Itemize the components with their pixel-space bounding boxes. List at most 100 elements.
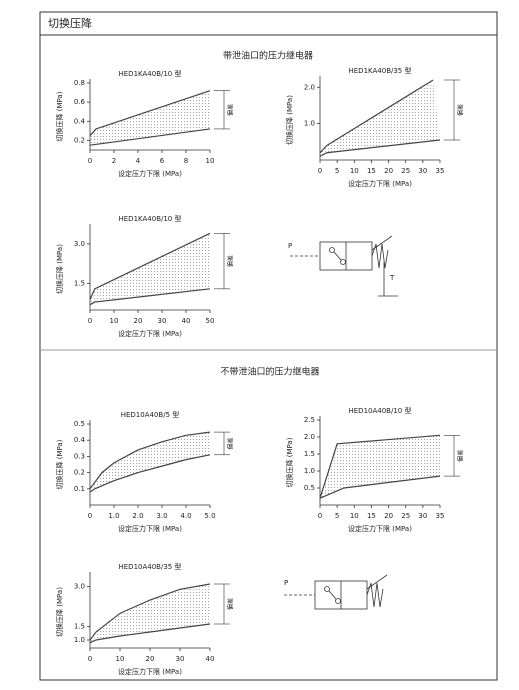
x-tick-label: 4.0 (180, 512, 191, 520)
y-tick-label: 1.0 (74, 636, 85, 644)
series-line (89, 288, 211, 306)
y-tick-label: 1.5 (74, 623, 85, 631)
y-tick-label: 1.5 (304, 450, 315, 458)
series-line (89, 431, 211, 490)
y-axis-label: 切换压降 (MPa) (55, 91, 64, 141)
x-tick-label: 40 (182, 317, 191, 325)
y-tick-label: 2.5 (304, 416, 315, 424)
valve-symbol (290, 235, 398, 297)
chart-title: HED10A40B/10 型 (349, 406, 412, 415)
y-tick-label: 0.5 (304, 484, 315, 492)
y-tick-label: 0.2 (74, 136, 85, 144)
band-fill (90, 90, 210, 146)
x-tick-label: 0 (88, 655, 92, 663)
port-label: P (288, 242, 292, 250)
valve-symbol (284, 574, 388, 610)
x-tick-label: 0 (88, 317, 92, 325)
x-tick-label: 35 (436, 512, 445, 520)
x-tick-label: 1.0 (108, 512, 119, 520)
x-axis-label: 设定压力下限 (MPa) (118, 169, 182, 178)
x-tick-label: 10 (350, 167, 359, 175)
port-label: T (389, 274, 395, 282)
series-line (89, 128, 211, 146)
band-fill (90, 584, 210, 643)
y-axis-label: 切换压降 (MPa) (55, 587, 64, 637)
x-tick-label: 10 (350, 512, 359, 520)
x-tick-label: 2 (112, 157, 116, 165)
x-tick-label: 8 (184, 157, 188, 165)
x-tick-label: 5.0 (204, 512, 215, 520)
annotation: 偏差 (227, 437, 235, 449)
port-label: P (284, 579, 288, 587)
series-line (319, 475, 441, 499)
series-line (89, 90, 211, 137)
x-tick-label: 50 (206, 317, 215, 325)
x-tick-label: 15 (367, 512, 376, 520)
x-tick-label: 25 (401, 512, 410, 520)
x-tick-label: 20 (384, 167, 393, 175)
y-tick-label: 3.0 (74, 583, 85, 591)
annotation: 偏差 (457, 450, 465, 462)
annotation: 偏差 (227, 255, 235, 267)
x-tick-label: 0 (318, 512, 322, 520)
x-axis-label: 设定压力下限 (MPa) (118, 667, 182, 676)
x-axis-label: 设定压力下限 (MPa) (118, 329, 182, 338)
y-axis-label: 切换压降 (MPa) (55, 244, 64, 294)
band-fill (90, 233, 210, 305)
x-tick-label: 0 (318, 167, 322, 175)
chart-title: HED1KA40B/10 型 (119, 214, 182, 223)
chart-title: HED1KA40B/35 型 (349, 66, 412, 75)
y-axis-label: 切换压降 (MPa) (285, 95, 294, 145)
x-tick-label: 20 (384, 512, 393, 520)
y-tick-label: 0.8 (74, 79, 85, 87)
x-tick-label: 3.0 (156, 512, 167, 520)
chart-title: HED10A40B/5 型 (121, 410, 180, 419)
header-title: 切换压降 (48, 16, 92, 30)
y-tick-label: 2.0 (304, 83, 315, 91)
y-tick-label: 0.2 (74, 469, 85, 477)
y-tick-label: 0.1 (74, 485, 85, 493)
x-tick-label: 0 (88, 157, 92, 165)
y-tick-label: 0.4 (74, 117, 86, 125)
y-tick-label: 1.5 (74, 280, 85, 288)
series-line (89, 583, 211, 641)
series-line (89, 623, 211, 644)
y-tick-label: 3.0 (74, 240, 85, 248)
series-line (319, 139, 441, 157)
x-tick-label: 10 (206, 157, 215, 165)
x-tick-label: 30 (418, 512, 427, 520)
chart-title: HED10A40B/35 型 (119, 562, 182, 571)
y-tick-label: 2.0 (304, 433, 315, 441)
x-tick-label: 35 (436, 167, 445, 175)
y-axis-label: 切换压降 (MPa) (285, 437, 294, 487)
annotation: 偏差 (227, 104, 235, 116)
series-line (319, 79, 434, 154)
chart-title: HED1KA40B/10 型 (119, 69, 182, 78)
y-tick-label: 1.0 (304, 467, 315, 475)
y-axis-label: 切换压降 (MPa) (55, 439, 64, 489)
x-tick-label: 2.0 (132, 512, 143, 520)
y-tick-label: 0.3 (74, 452, 85, 460)
band-fill (320, 80, 440, 157)
frame (39, 11, 498, 681)
y-tick-label: 0.5 (74, 420, 85, 428)
x-tick-label: 4 (136, 157, 141, 165)
y-tick-label: 0.6 (74, 98, 86, 106)
x-tick-label: 20 (146, 655, 155, 663)
x-tick-label: 20 (134, 317, 143, 325)
x-tick-label: 15 (367, 167, 376, 175)
section-title: 不带泄油口的压力继电器 (220, 366, 319, 378)
annotation: 偏差 (227, 598, 235, 610)
x-tick-label: 30 (176, 655, 185, 663)
x-tick-label: 6 (160, 157, 165, 165)
x-axis-label: 设定压力下限 (MPa) (118, 524, 182, 533)
annotation: 偏差 (457, 104, 465, 116)
x-axis-label: 设定压力下限 (MPa) (348, 179, 412, 188)
series-line (89, 454, 211, 493)
x-axis-label: 设定压力下限 (MPa) (348, 524, 412, 533)
x-tick-label: 25 (401, 167, 410, 175)
x-tick-label: 5 (335, 167, 339, 175)
x-tick-label: 5 (335, 512, 339, 520)
section-title: 带泄油口的压力继电器 (223, 50, 313, 62)
